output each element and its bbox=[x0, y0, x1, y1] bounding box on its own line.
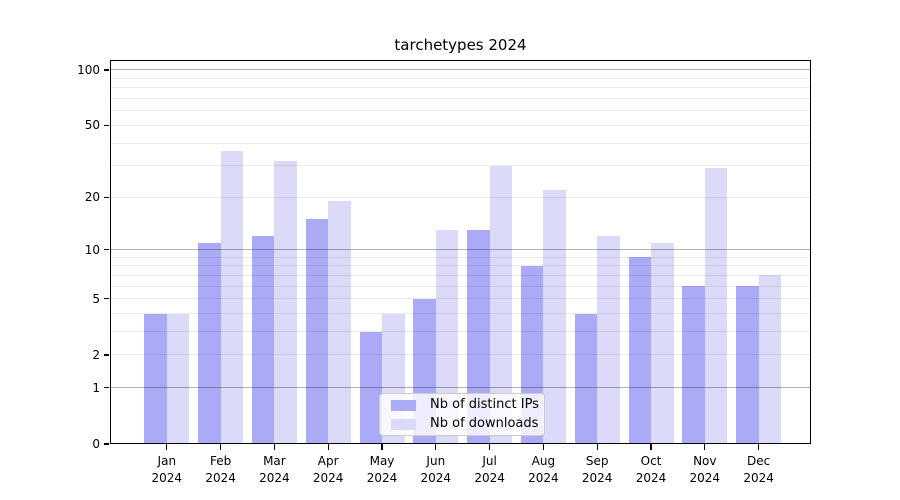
bar-mar-distinct-ips bbox=[251, 236, 275, 444]
x-tick-label-dec: Dec 2024 bbox=[743, 454, 774, 485]
x-tick-label-nov: Nov 2024 bbox=[689, 454, 721, 485]
x-tick-label-oct: Oct 2024 bbox=[635, 454, 667, 485]
gridline-6 bbox=[110, 285, 811, 287]
y-tick-2 bbox=[104, 354, 109, 356]
plot-border bbox=[110, 60, 811, 444]
gridline-5 bbox=[110, 298, 811, 300]
gridline-30 bbox=[110, 165, 811, 167]
bar-aug-downloads bbox=[543, 189, 566, 444]
legend-item-downloads: Nb of downloads bbox=[388, 416, 539, 432]
y-tick-100 bbox=[104, 69, 109, 71]
y-tick-label-100: 100 bbox=[77, 62, 100, 77]
x-tick-label-feb: Feb 2024 bbox=[205, 454, 236, 485]
legend-label-distinct-ips: Nb of distinct IPs bbox=[430, 397, 539, 412]
gridline-9 bbox=[110, 256, 811, 258]
legend-swatch-distinct-ips bbox=[391, 399, 416, 411]
y-tick-label-50: 50 bbox=[84, 118, 100, 133]
gridline-1 bbox=[110, 387, 811, 389]
x-tick-jul bbox=[489, 444, 491, 450]
x-tick-jun bbox=[435, 444, 437, 450]
bar-oct-distinct-ips bbox=[628, 257, 651, 444]
bar-apr-downloads bbox=[328, 201, 351, 444]
x-tick-label-sep: Sep 2024 bbox=[581, 454, 613, 485]
gridline-8 bbox=[110, 265, 811, 267]
y-tick-0 bbox=[104, 443, 109, 445]
x-tick-label-jun: Jun 2024 bbox=[420, 454, 452, 485]
gridline-60 bbox=[110, 110, 811, 112]
x-tick-may bbox=[381, 444, 383, 450]
gridline-50 bbox=[110, 124, 811, 126]
gridline-80 bbox=[110, 87, 811, 89]
bar-feb-downloads bbox=[220, 151, 244, 444]
x-tick-label-aug: Aug 2024 bbox=[528, 454, 559, 485]
bar-mar-downloads bbox=[274, 160, 297, 444]
x-tick-feb bbox=[220, 444, 222, 450]
x-tick-jan bbox=[166, 444, 168, 450]
legend: Nb of distinct IPs Nb of downloads bbox=[379, 393, 545, 436]
y-tick-1 bbox=[104, 387, 109, 389]
chart-title: tarchetypes 2024 bbox=[394, 36, 527, 54]
bar-dec-downloads bbox=[758, 275, 782, 444]
y-tick-20 bbox=[104, 196, 109, 198]
x-tick-dec bbox=[758, 444, 760, 450]
y-tick-label-10: 10 bbox=[84, 242, 100, 257]
bar-feb-distinct-ips bbox=[198, 242, 221, 444]
x-tick-apr bbox=[327, 444, 329, 450]
bar-sep-downloads bbox=[597, 236, 620, 444]
y-tick-label-20: 20 bbox=[84, 190, 100, 205]
bar-apr-distinct-ips bbox=[305, 219, 329, 444]
bar-oct-downloads bbox=[651, 242, 674, 444]
x-tick-label-jul: Jul 2024 bbox=[474, 454, 505, 485]
legend-swatch-downloads bbox=[391, 418, 416, 430]
bar-nov-downloads bbox=[704, 168, 728, 444]
gridline-70 bbox=[110, 98, 811, 100]
x-tick-aug bbox=[542, 444, 544, 450]
gridline-20 bbox=[110, 196, 811, 198]
x-tick-label-mar: Mar 2024 bbox=[259, 454, 290, 485]
y-tick-5 bbox=[104, 298, 109, 300]
bar-sep-distinct-ips bbox=[574, 313, 598, 444]
gridline-2 bbox=[110, 354, 811, 356]
x-tick-sep bbox=[596, 444, 598, 450]
legend-label-downloads: Nb of downloads bbox=[430, 416, 539, 431]
x-tick-mar bbox=[273, 444, 275, 450]
x-tick-nov bbox=[704, 444, 706, 450]
bar-jan-distinct-ips bbox=[144, 313, 167, 444]
bar-nov-distinct-ips bbox=[682, 286, 705, 444]
y-tick-label-1: 1 bbox=[92, 380, 100, 395]
gridline-40 bbox=[110, 142, 811, 144]
x-tick-label-may: May 2024 bbox=[366, 454, 398, 485]
bar-jan-downloads bbox=[166, 313, 190, 444]
y-tick-label-0: 0 bbox=[92, 437, 100, 451]
y-tick-label-2: 2 bbox=[92, 347, 100, 362]
bar-dec-distinct-ips bbox=[736, 286, 759, 444]
gridline-90 bbox=[110, 77, 811, 79]
x-tick-label-apr: Apr 2024 bbox=[312, 454, 344, 485]
y-tick-10 bbox=[104, 249, 109, 251]
gridline-100 bbox=[110, 69, 811, 71]
gridline-3 bbox=[110, 331, 811, 333]
x-tick-label-jan: Jan 2024 bbox=[151, 454, 183, 485]
y-tick-50 bbox=[104, 124, 109, 126]
gridline-4 bbox=[110, 313, 811, 315]
x-tick-oct bbox=[650, 444, 652, 450]
y-tick-label-5: 5 bbox=[92, 291, 100, 306]
gridline-10 bbox=[110, 249, 811, 251]
legend-item-distinct-ips: Nb of distinct IPs bbox=[388, 397, 539, 413]
gridline-7 bbox=[110, 274, 811, 276]
